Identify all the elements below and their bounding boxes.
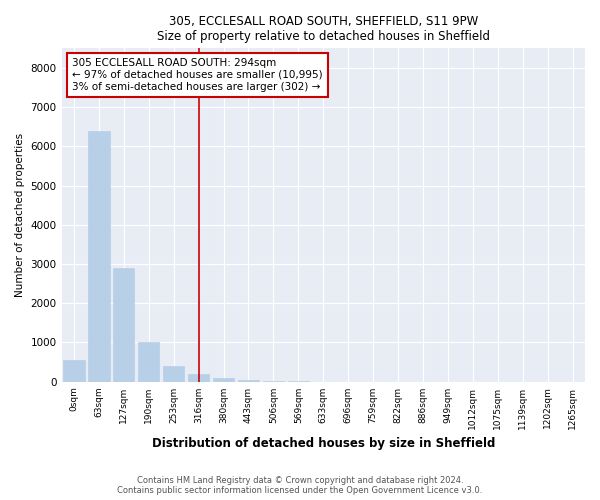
Bar: [213, 378, 234, 382]
Text: 305 ECCLESALL ROAD SOUTH: 294sqm
← 97% of detached houses are smaller (10,995)
3: 305 ECCLESALL ROAD SOUTH: 294sqm ← 97% o…: [72, 58, 323, 92]
Bar: [64, 360, 85, 382]
Text: Contains HM Land Registry data © Crown copyright and database right 2024.
Contai: Contains HM Land Registry data © Crown c…: [118, 476, 482, 495]
Bar: [113, 268, 134, 382]
Bar: [88, 130, 110, 382]
Bar: [188, 374, 209, 382]
Bar: [263, 381, 284, 382]
Bar: [138, 342, 160, 382]
Title: 305, ECCLESALL ROAD SOUTH, SHEFFIELD, S11 9PW
Size of property relative to detac: 305, ECCLESALL ROAD SOUTH, SHEFFIELD, S1…: [157, 15, 490, 43]
Y-axis label: Number of detached properties: Number of detached properties: [15, 133, 25, 297]
X-axis label: Distribution of detached houses by size in Sheffield: Distribution of detached houses by size …: [152, 437, 495, 450]
Bar: [163, 366, 184, 382]
Bar: [238, 380, 259, 382]
